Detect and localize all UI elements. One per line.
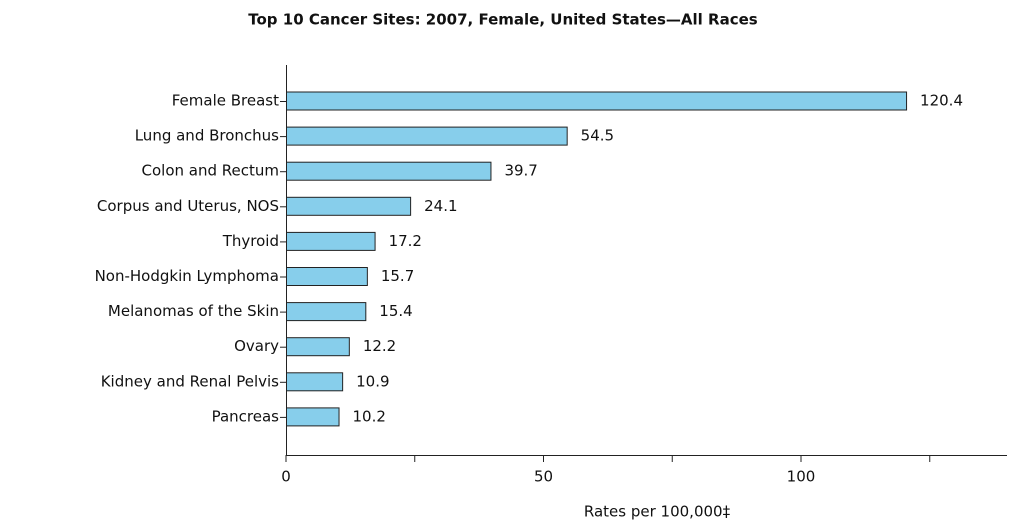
bar — [286, 91, 908, 111]
bar — [286, 337, 350, 357]
x-tick-label: 100 — [787, 468, 816, 486]
bar — [286, 267, 368, 286]
bar — [286, 231, 376, 251]
y-tick-label: Thyroid — [222, 232, 279, 250]
chart-title: Top 10 Cancer Sites: 2007, Female, Unite… — [248, 11, 758, 29]
y-tick-label: Melanomas of the Skin — [108, 302, 279, 320]
x-axis-label: Rates per 100,000‡ — [584, 503, 731, 521]
y-tick-label: Corpus and Uterus, NOS — [97, 197, 279, 215]
bar — [286, 372, 344, 392]
value-label: 54.5 — [581, 127, 614, 145]
y-tick-label: Colon and Rectum — [142, 162, 279, 180]
bar — [286, 126, 568, 146]
value-label: 10.9 — [356, 372, 389, 390]
y-tick-label: Lung and Bronchus — [135, 127, 279, 145]
y-tick-label: Female Breast — [172, 92, 279, 110]
y-tick-label: Kidney and Renal Pelvis — [101, 372, 279, 390]
x-tick-label: 0 — [281, 468, 291, 486]
bar — [286, 302, 367, 322]
bar — [286, 407, 340, 427]
value-label: 12.2 — [363, 337, 396, 355]
value-label: 10.2 — [353, 407, 386, 425]
y-tick-label: Ovary — [234, 337, 279, 355]
bar — [286, 161, 492, 181]
y-tick-label: Non-Hodgkin Lymphoma — [95, 267, 279, 285]
bar — [286, 196, 412, 216]
value-label: 15.7 — [381, 267, 414, 285]
value-label: 39.7 — [504, 162, 537, 180]
x-tick-label: 50 — [534, 468, 553, 486]
value-label: 15.4 — [379, 302, 412, 320]
value-label: 120.4 — [920, 92, 963, 110]
y-tick-label: Pancreas — [212, 407, 280, 425]
value-label: 24.1 — [424, 197, 457, 215]
value-label: 17.2 — [389, 232, 422, 250]
